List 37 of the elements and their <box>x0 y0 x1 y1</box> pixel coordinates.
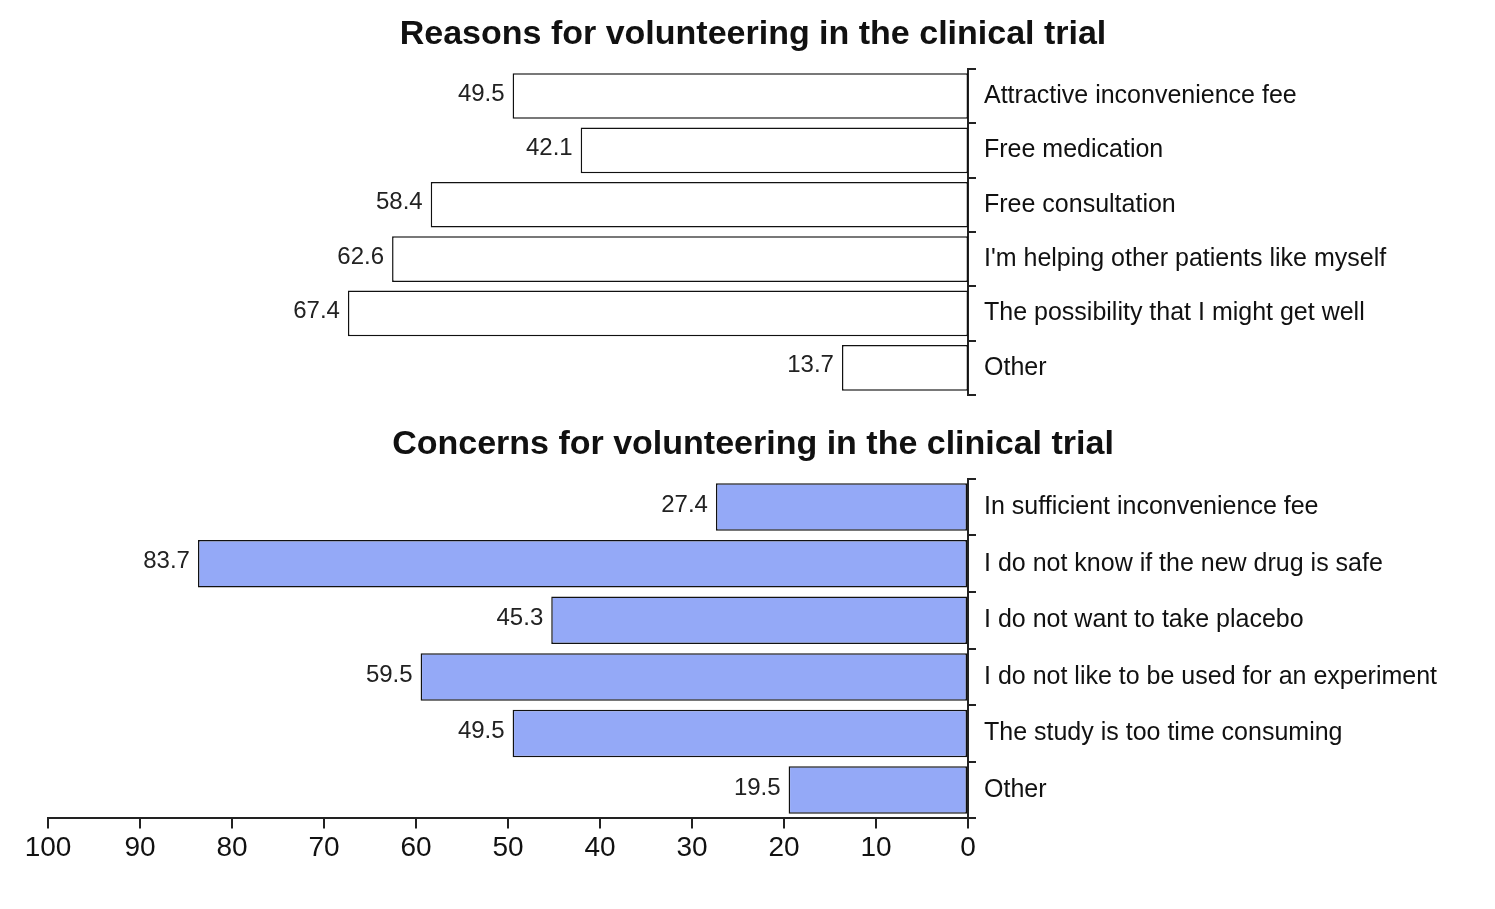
y-tick-label: Attractive inconvenience fee <box>984 79 1297 108</box>
x-tick-label: 10 <box>860 830 892 862</box>
data-label: 59.5 <box>365 659 413 687</box>
x-tick-label: 30 <box>676 830 708 862</box>
x-tick-label: 40 <box>584 830 616 862</box>
data-label: 83.7 <box>143 546 190 574</box>
y-tick-label: The possibility that I might get well <box>984 297 1365 326</box>
x-tick-label: 70 <box>308 830 340 862</box>
y-tick-label: I do not like to be used for an experiment <box>984 660 1438 689</box>
data-label: 62.6 <box>337 241 385 269</box>
x-tick-label: 90 <box>124 830 156 862</box>
data-label: 67.4 <box>293 296 340 324</box>
x-tick-label: 20 <box>768 830 800 862</box>
data-label: 27.4 <box>661 489 708 517</box>
y-tick-label: I do not want to take placebo <box>984 604 1304 633</box>
y-tick-label: Other <box>984 351 1047 380</box>
y-tick-label: In sufficient inconvenience fee <box>984 490 1319 519</box>
y-tick-label: Free consultation <box>984 188 1176 217</box>
x-tick-label: 80 <box>216 830 248 862</box>
y-tick-label: Other <box>984 773 1047 802</box>
x-tick-label: 50 <box>492 830 524 862</box>
data-label: 42.1 <box>525 132 573 160</box>
y-tick-label: The study is too time consuming <box>984 717 1343 746</box>
chart-title: Reasons for volunteering in the clinical trial <box>399 12 1107 51</box>
y-tick-label: I'm helping other patients like myself <box>984 242 1387 271</box>
data-label: 58.4 <box>376 187 423 215</box>
data-label: 45.3 <box>496 602 544 630</box>
y-tick-label: I do not know if the new drug is safe <box>984 547 1383 576</box>
y-tick-label: Free medication <box>984 134 1164 163</box>
chart-title: Concerns for volunteering in the clinical trial <box>392 422 1114 461</box>
data-label: 19.5 <box>733 772 781 800</box>
data-label: 49.5 <box>457 716 505 744</box>
data-label: 13.7 <box>787 350 834 378</box>
x-tick-label: 0 <box>960 830 976 862</box>
x-tick-label: 100 <box>24 830 72 862</box>
x-tick-label: 60 <box>400 830 432 862</box>
data-label: 49.5 <box>457 78 505 106</box>
